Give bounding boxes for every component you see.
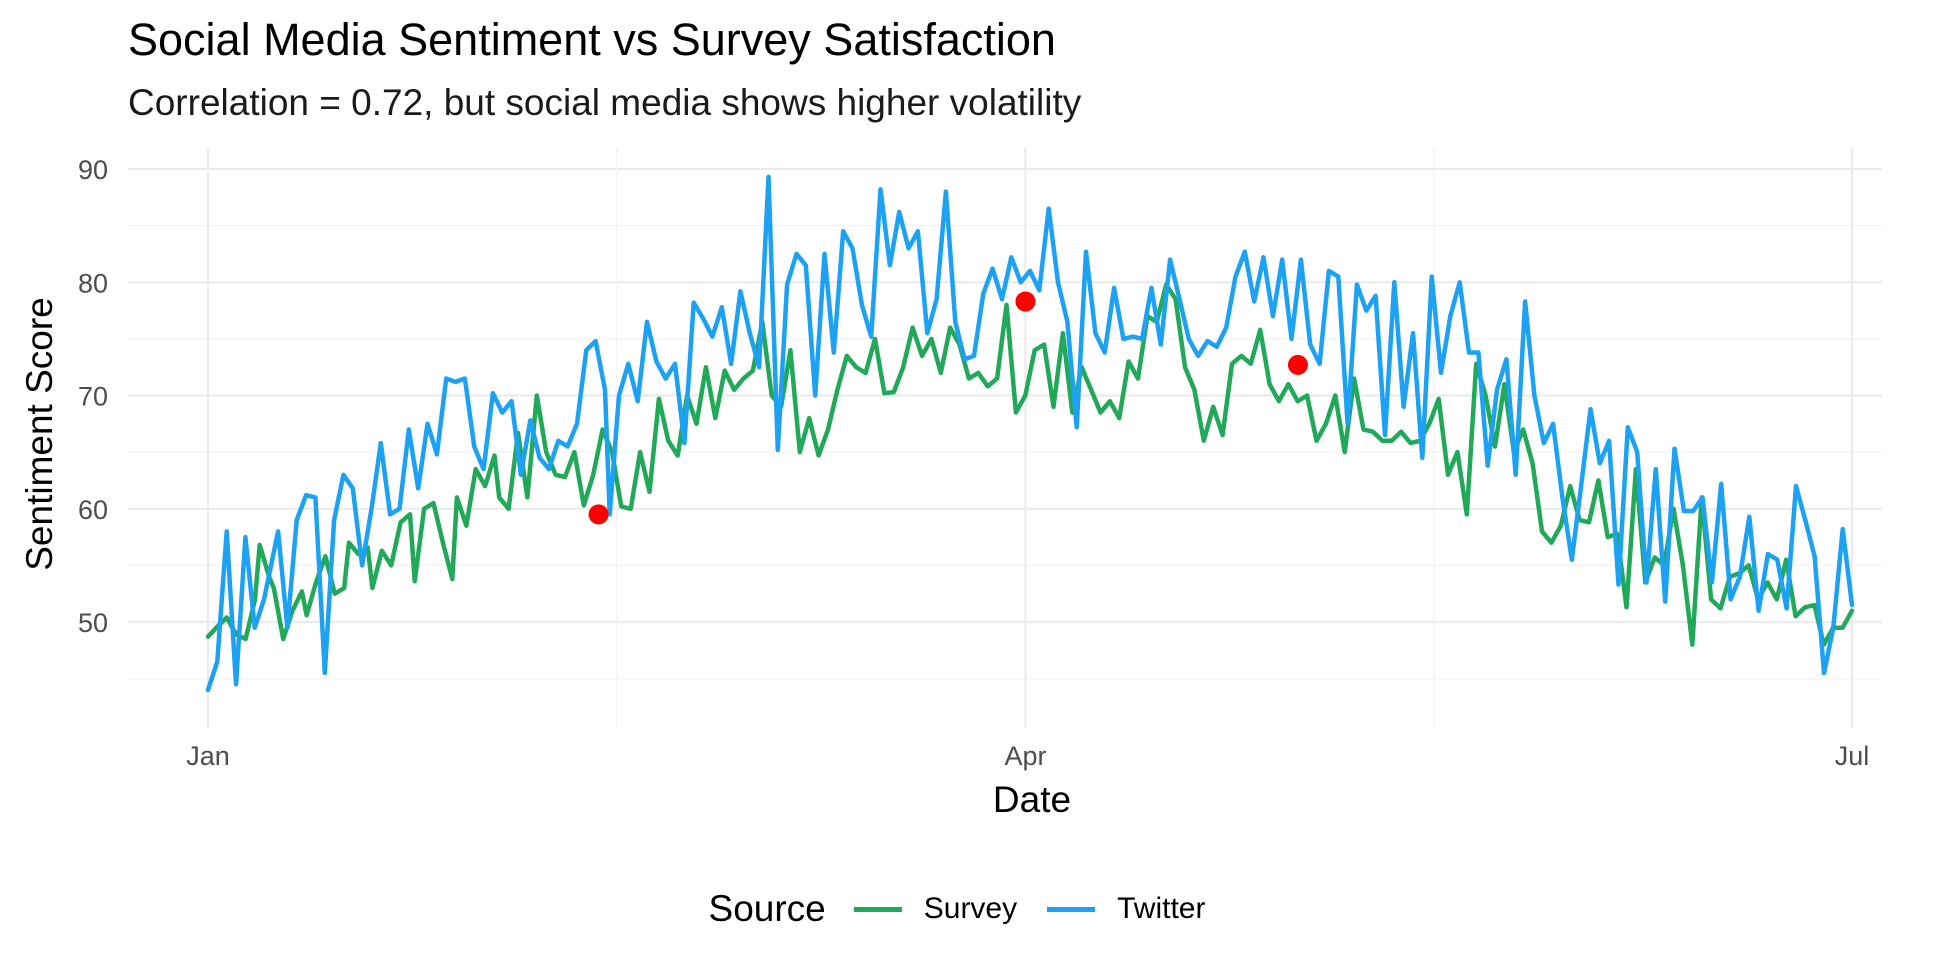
- series-lines: [205, 174, 1855, 693]
- y-tick-label: 50: [78, 608, 108, 638]
- series-line-twitter: [205, 174, 1855, 693]
- y-tick-labels: 50 60 70 80 90: [78, 155, 108, 638]
- chart-title: Social Media Sentiment vs Survey Satisfa…: [128, 14, 1056, 65]
- highlight-points: [588, 291, 1308, 525]
- x-axis-title: Date: [993, 779, 1071, 820]
- y-tick-label: 60: [78, 495, 108, 525]
- legend-label-twitter: Twitter: [1117, 892, 1206, 925]
- legend-key-survey: [853, 906, 902, 912]
- highlight-point: [1015, 291, 1036, 312]
- y-tick-label: 80: [78, 268, 108, 298]
- legend-label-survey: Survey: [923, 892, 1018, 925]
- grid: [128, 148, 1882, 728]
- x-tick-label: Jan: [186, 741, 230, 771]
- y-axis-title: Sentiment Score: [19, 297, 60, 571]
- series-line-survey: [205, 282, 1855, 647]
- highlight-point: [1287, 354, 1308, 375]
- x-tick-label: Jul: [1835, 741, 1870, 771]
- y-tick-label: 90: [78, 155, 108, 185]
- y-tick-label: 70: [78, 382, 108, 412]
- legend-key-twitter: [1047, 906, 1096, 912]
- chart-subtitle: Correlation = 0.72, but social media sho…: [128, 82, 1082, 123]
- highlight-point: [588, 504, 609, 525]
- legend-item-survey: Survey: [853, 892, 1018, 926]
- legend: Source Survey Twitter: [0, 884, 1944, 934]
- x-tick-labels: Jan Apr Jul: [186, 741, 1869, 771]
- legend-title: Source: [708, 888, 826, 929]
- x-tick-label: Apr: [1004, 741, 1046, 771]
- legend-item-twitter: Twitter: [1047, 892, 1205, 926]
